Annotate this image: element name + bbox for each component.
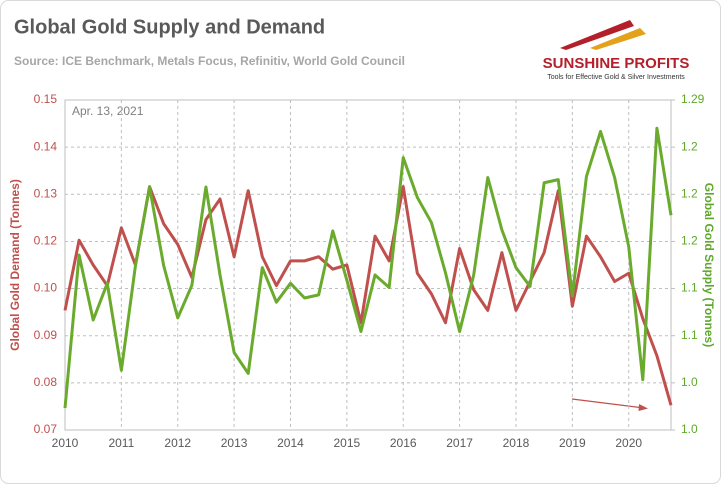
logo-swoosh xyxy=(590,28,646,50)
y2-tick-label: 1.1 xyxy=(681,281,698,295)
x-tick-label: 2019 xyxy=(559,436,586,450)
x-tick-label: 2016 xyxy=(390,436,417,450)
arrow-line xyxy=(571,398,645,409)
x-tick-label: 2012 xyxy=(164,436,191,450)
x-tick-label: 2011 xyxy=(108,436,134,450)
x-tick-label: 2010 xyxy=(52,436,79,450)
chart-subtitle: Source: ICE Benchmark, Metals Focus, Ref… xyxy=(14,54,405,68)
chart-title: Global Gold Supply and Demand xyxy=(14,16,325,38)
x-tick-label: 2020 xyxy=(615,436,642,450)
y2-tick-label: 1.0 xyxy=(681,422,698,436)
y2-tick-label: 1.29 xyxy=(681,92,705,106)
series-line xyxy=(63,126,673,409)
logo-name: SUNSHINE PROFITS xyxy=(543,55,690,72)
x-tick-label: 2018 xyxy=(503,436,530,450)
y-tick-label: 0.10 xyxy=(34,281,58,295)
x-tick-label: 2015 xyxy=(334,436,361,450)
y-tick-label: 0.13 xyxy=(34,186,58,200)
y-tick-label: 0.09 xyxy=(34,328,58,342)
y-axis-title: Global Gold Demand (Tonnes) xyxy=(8,179,22,351)
y2-tick-label: 1.1 xyxy=(681,328,698,342)
logo: SUNSHINE PROFITS Tools for Effective Gol… xyxy=(543,20,690,81)
y2-tick-label: 1.2 xyxy=(681,234,698,248)
y-tick-label: 0.15 xyxy=(34,92,58,106)
y-tick-label: 0.07 xyxy=(34,422,58,436)
trend-arrow xyxy=(571,398,648,411)
y-tick-label: 0.12 xyxy=(34,234,58,248)
logo-swoosh xyxy=(560,20,634,50)
x-tick-label: 2014 xyxy=(277,436,304,450)
logo-tagline: Tools for Effective Gold & Silver Invest… xyxy=(547,74,685,81)
y2-tick-label: 1.0 xyxy=(681,375,698,389)
y2-tick-label: 1.2 xyxy=(681,139,698,153)
x-tick-label: 2013 xyxy=(221,436,248,450)
y2-axis-title: Global Gold Supply (Tonnes) xyxy=(702,183,716,347)
y-tick-label: 0.08 xyxy=(34,375,58,389)
arrow-head xyxy=(638,404,648,411)
annotation: Apr. 13, 2021 xyxy=(72,104,144,118)
y2-tick-label: 1.2 xyxy=(681,186,698,200)
y-tick-label: 0.14 xyxy=(34,139,58,153)
x-tick-label: 2017 xyxy=(446,436,473,450)
